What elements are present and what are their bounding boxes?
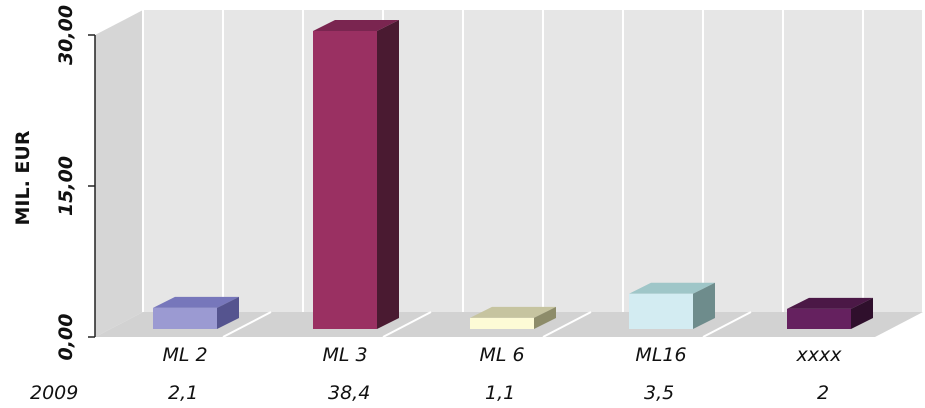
category-label: ML 3 xyxy=(322,344,367,366)
bar-side xyxy=(534,306,556,329)
y-axis-label: MIL. EUR xyxy=(12,130,34,225)
bar xyxy=(629,282,715,329)
bar-top xyxy=(313,20,399,31)
category-label: ML 6 xyxy=(479,344,524,366)
bar-top xyxy=(470,306,556,318)
bar xyxy=(787,297,873,329)
bar-top xyxy=(629,282,715,294)
category-label: ML16 xyxy=(635,344,686,366)
category-label: xxxx xyxy=(796,344,843,366)
y-tick-label: 15,00 xyxy=(55,156,77,216)
bar xyxy=(470,306,556,329)
bar-front xyxy=(629,293,693,329)
floor-divider xyxy=(702,311,752,338)
value-label: 3,5 xyxy=(644,382,674,404)
value-label: 2 xyxy=(817,382,829,404)
y-tick-label: 30,00 xyxy=(55,5,77,65)
y-ticks: 0,00 15,00 30,00 xyxy=(55,5,95,361)
floor-divider xyxy=(542,311,592,338)
bar-front xyxy=(313,31,377,329)
floor-divider xyxy=(382,311,432,338)
chart-left-wall xyxy=(95,10,143,337)
chart-back-wall xyxy=(143,10,923,312)
bar-side xyxy=(851,297,873,329)
category-labels: ML 2 2,1 ML 3 38,4 ML 6 1,1 ML16 3,5 xxxx 2 xyxy=(162,344,842,404)
bar-front xyxy=(470,317,534,329)
bar-front xyxy=(153,307,217,329)
floor-divider xyxy=(222,311,272,338)
bar xyxy=(313,20,399,329)
bar-side xyxy=(217,296,239,329)
bar-top xyxy=(787,297,873,309)
y-tick-label: 0,00 xyxy=(55,314,77,361)
category-label: ML 2 xyxy=(162,344,207,366)
series-name-label: 2009 xyxy=(30,382,78,404)
bar xyxy=(153,296,239,329)
bars xyxy=(153,20,873,329)
bar-side xyxy=(693,282,715,329)
bar-side xyxy=(377,20,399,329)
value-label: 38,4 xyxy=(328,382,370,404)
value-label: 2,1 xyxy=(168,382,198,404)
bar-top xyxy=(153,296,239,308)
value-label: 1,1 xyxy=(485,382,515,404)
bar-front xyxy=(787,308,851,329)
